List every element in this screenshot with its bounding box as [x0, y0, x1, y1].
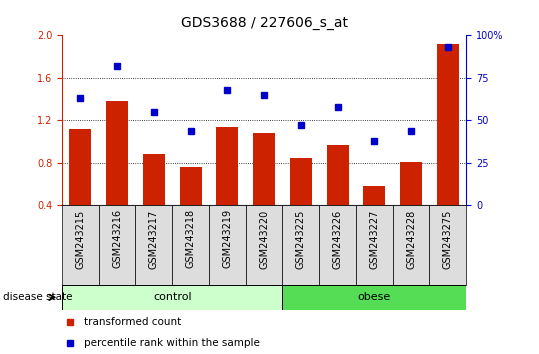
- Text: GSM243227: GSM243227: [369, 209, 379, 269]
- Text: GSM243216: GSM243216: [112, 209, 122, 268]
- Text: GSM243226: GSM243226: [333, 209, 343, 269]
- Bar: [327, 145, 349, 205]
- Bar: [179, 167, 202, 205]
- Bar: [319, 205, 356, 285]
- Bar: [143, 154, 165, 205]
- Text: GSM243218: GSM243218: [185, 209, 196, 268]
- Bar: [70, 129, 92, 205]
- Text: GSM243219: GSM243219: [223, 209, 232, 268]
- Text: percentile rank within the sample: percentile rank within the sample: [84, 338, 260, 348]
- Text: GSM243225: GSM243225: [296, 209, 306, 269]
- Text: GSM243217: GSM243217: [149, 209, 159, 269]
- Text: obese: obese: [358, 292, 391, 302]
- Bar: [282, 205, 319, 285]
- Text: GSM243220: GSM243220: [259, 209, 269, 269]
- Bar: [437, 44, 459, 205]
- Title: GDS3688 / 227606_s_at: GDS3688 / 227606_s_at: [181, 16, 348, 30]
- Bar: [290, 158, 312, 205]
- Bar: [209, 205, 246, 285]
- Bar: [62, 205, 99, 285]
- Bar: [393, 205, 430, 285]
- Bar: [356, 205, 393, 285]
- Bar: [363, 186, 385, 205]
- Bar: [282, 285, 466, 310]
- Text: GSM243215: GSM243215: [75, 209, 85, 269]
- Text: disease state: disease state: [3, 292, 72, 302]
- Text: control: control: [153, 292, 191, 302]
- Bar: [135, 205, 172, 285]
- Text: GSM243228: GSM243228: [406, 209, 416, 269]
- Bar: [216, 127, 238, 205]
- Bar: [246, 205, 282, 285]
- Bar: [99, 205, 135, 285]
- Bar: [253, 133, 275, 205]
- Text: GSM243275: GSM243275: [443, 209, 453, 269]
- Text: transformed count: transformed count: [84, 317, 182, 327]
- Bar: [430, 205, 466, 285]
- Bar: [172, 205, 209, 285]
- Bar: [62, 285, 282, 310]
- Bar: [106, 101, 128, 205]
- Bar: [400, 162, 422, 205]
